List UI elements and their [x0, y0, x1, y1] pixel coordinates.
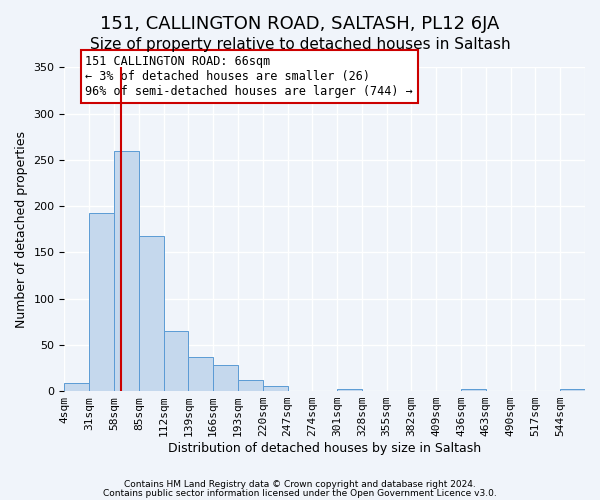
Bar [560, 389, 585, 391]
Text: Contains HM Land Registry data © Crown copyright and database right 2024.: Contains HM Land Registry data © Crown c… [124, 480, 476, 489]
Bar [213, 365, 238, 391]
Bar [64, 383, 89, 391]
Text: Contains public sector information licensed under the Open Government Licence v3: Contains public sector information licen… [103, 488, 497, 498]
Y-axis label: Number of detached properties: Number of detached properties [15, 130, 28, 328]
Text: Size of property relative to detached houses in Saltash: Size of property relative to detached ho… [89, 38, 511, 52]
Bar [139, 236, 164, 391]
Bar [89, 214, 114, 391]
Bar [114, 150, 139, 391]
Text: 151, CALLINGTON ROAD, SALTASH, PL12 6JA: 151, CALLINGTON ROAD, SALTASH, PL12 6JA [100, 15, 500, 33]
Bar [164, 331, 188, 391]
Bar [337, 389, 362, 391]
Bar [238, 380, 263, 391]
X-axis label: Distribution of detached houses by size in Saltash: Distribution of detached houses by size … [168, 442, 481, 455]
Bar [263, 386, 287, 391]
Text: 151 CALLINGTON ROAD: 66sqm
← 3% of detached houses are smaller (26)
96% of semi-: 151 CALLINGTON ROAD: 66sqm ← 3% of detac… [85, 55, 413, 98]
Bar [188, 357, 213, 391]
Bar [461, 389, 486, 391]
